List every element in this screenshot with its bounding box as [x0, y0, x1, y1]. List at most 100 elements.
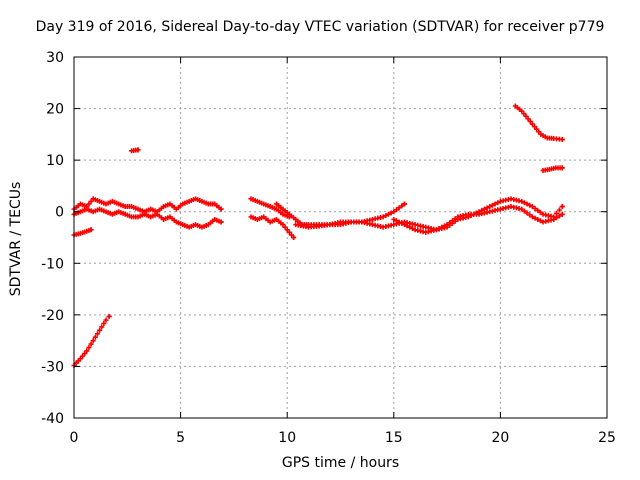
data-point: [519, 108, 525, 114]
data-point: [88, 227, 94, 233]
data-point: [556, 207, 562, 213]
data-point: [106, 313, 112, 319]
data-point: [468, 213, 474, 219]
data-point: [399, 203, 405, 209]
data-point: [495, 200, 501, 206]
data-point: [476, 209, 482, 215]
y-tick-label: -10: [41, 256, 64, 272]
data-point: [407, 224, 413, 230]
y-tick-label: -30: [41, 359, 64, 375]
data-point: [88, 341, 94, 347]
data-point: [282, 224, 288, 230]
data-point: [532, 124, 538, 130]
data-point: [521, 200, 527, 206]
data-point: [534, 126, 540, 132]
y-axis-label: SDTVAR / TECUs: [8, 181, 24, 297]
data-point: [479, 207, 485, 213]
data-point: [385, 211, 391, 217]
data-point: [391, 216, 397, 222]
data-point: [380, 214, 386, 220]
data-point: [86, 345, 92, 351]
data-point: [218, 206, 224, 212]
data-point: [559, 137, 565, 143]
data-point: [519, 206, 525, 212]
x-tick-label: 10: [278, 430, 296, 446]
data-point: [284, 227, 290, 233]
y-tick-label: 30: [46, 50, 64, 66]
data-point: [532, 215, 538, 221]
data-point: [92, 334, 98, 340]
data-point: [559, 204, 565, 210]
data-point: [286, 229, 292, 235]
data-point: [401, 222, 407, 228]
y-tick-label: -40: [41, 411, 64, 427]
data-point: [77, 356, 83, 362]
x-tick-label: 15: [385, 430, 403, 446]
data-point: [86, 201, 92, 207]
data-point: [559, 165, 565, 171]
data-point: [393, 207, 399, 213]
data-point: [521, 111, 527, 117]
x-axis-label: GPS time / hours: [281, 455, 400, 471]
data-point: [492, 201, 498, 207]
data-point: [291, 235, 297, 240]
data-point: [404, 223, 410, 229]
data-point: [280, 222, 286, 228]
data-point: [88, 198, 94, 204]
data-point: [383, 213, 389, 219]
x-tick-label: 20: [491, 430, 509, 446]
data-point: [559, 211, 565, 217]
y-tick-label: -20: [41, 308, 64, 324]
data-point: [537, 209, 543, 215]
data-point: [288, 232, 294, 238]
data-point: [524, 210, 530, 216]
data-point: [529, 121, 535, 127]
data-point: [94, 331, 100, 337]
data-point: [101, 320, 107, 326]
data-point: [82, 351, 88, 357]
data-point: [521, 208, 527, 214]
data-point: [536, 129, 542, 135]
data-point: [401, 201, 407, 207]
data-point: [537, 218, 543, 224]
data-point: [484, 205, 490, 211]
data-point: [556, 213, 562, 219]
data-point: [471, 211, 477, 217]
data-point: [399, 220, 405, 226]
data-point: [535, 216, 541, 222]
data-point: [103, 317, 109, 323]
plot-frame: [73, 56, 608, 419]
data-point: [391, 209, 397, 215]
data-point: [444, 224, 450, 230]
data-point: [97, 327, 103, 333]
data-point: [529, 214, 535, 220]
data-point: [473, 210, 479, 216]
data-point: [554, 210, 560, 216]
data-point: [396, 219, 402, 225]
chart-title: Day 319 of 2016, Sidereal Day-to-day VTE…: [35, 19, 605, 35]
data-point: [529, 204, 535, 210]
data-point: [535, 207, 541, 213]
x-tick-label: 0: [70, 430, 79, 446]
data-point: [90, 338, 96, 344]
data-point: [99, 324, 105, 330]
data-point: [527, 202, 533, 208]
data-point: [532, 205, 538, 211]
x-tick-label: 25: [598, 430, 616, 446]
data-point: [481, 206, 487, 212]
data-point: [447, 222, 453, 228]
data-point: [393, 218, 399, 224]
data-point: [523, 113, 529, 119]
data-point: [452, 218, 458, 224]
data-point: [396, 205, 402, 211]
data-point: [135, 147, 141, 153]
data-point: [554, 215, 560, 221]
data-point: [388, 210, 394, 216]
data-point: [487, 204, 493, 210]
data-point: [519, 198, 525, 204]
y-tick-label: 0: [55, 205, 64, 221]
data-point: [409, 225, 415, 231]
data-point: [525, 116, 531, 122]
y-tick-label: 10: [46, 153, 64, 169]
